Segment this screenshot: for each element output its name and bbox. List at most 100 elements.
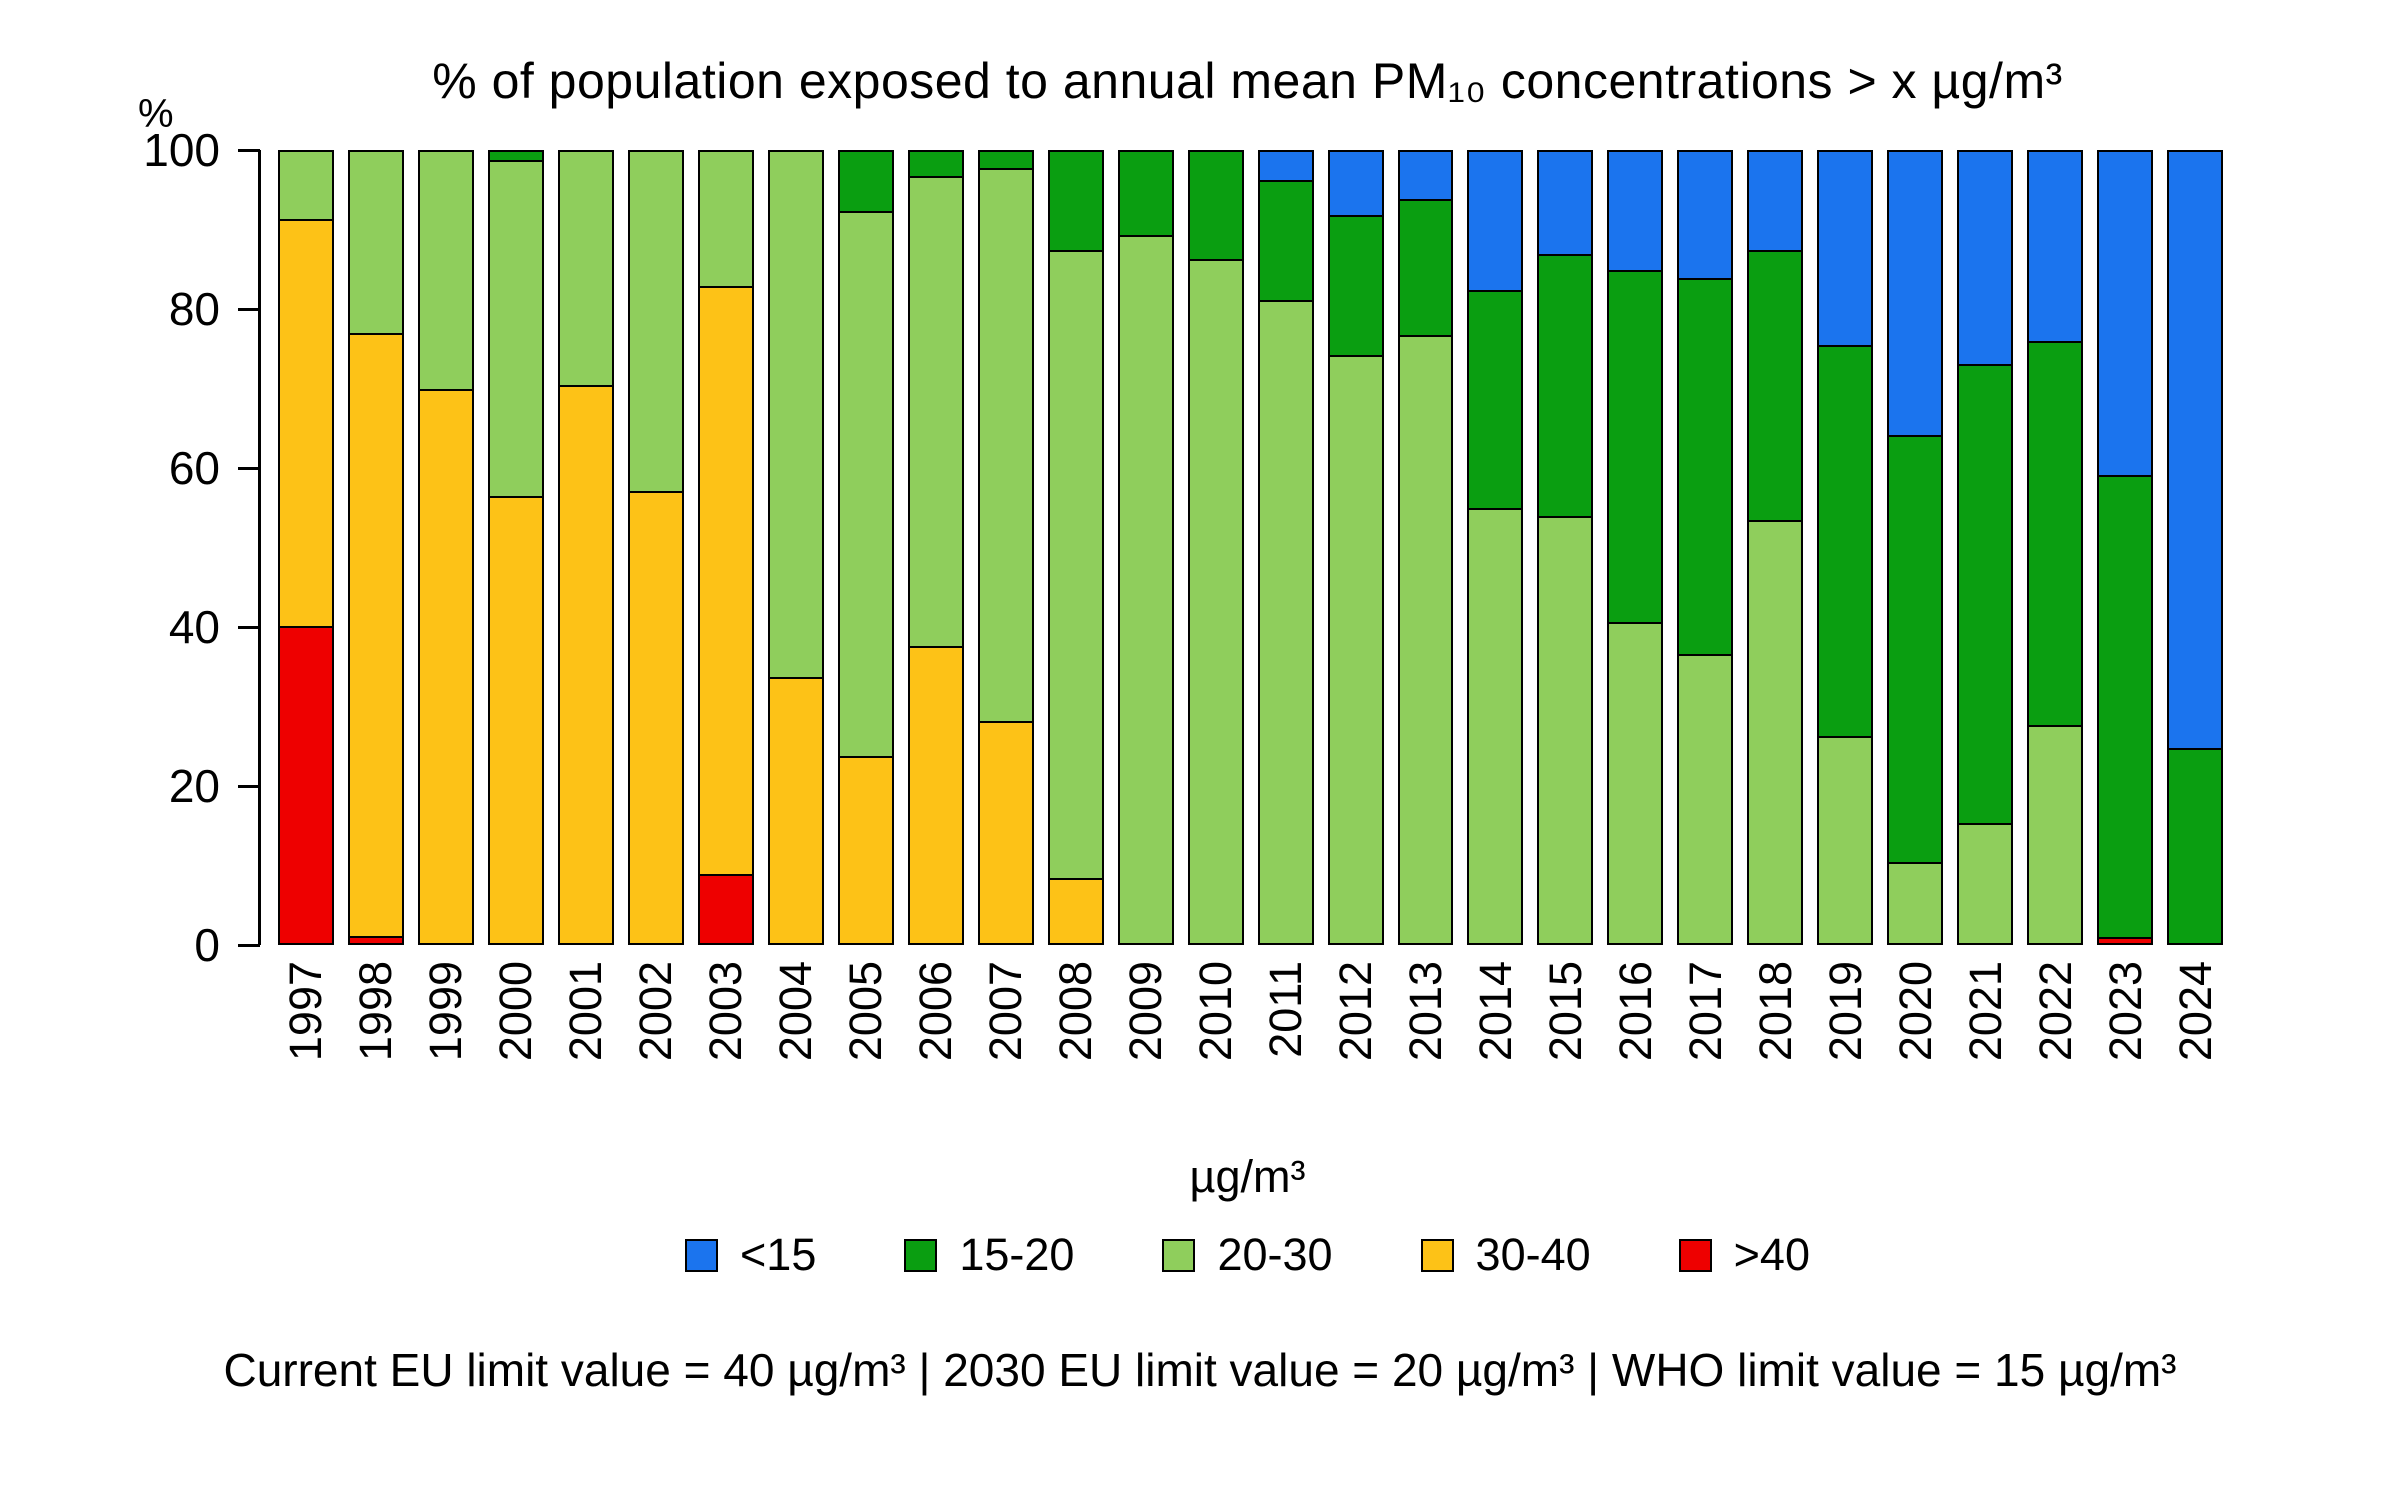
bar-slot bbox=[1537, 150, 1594, 945]
legend-item: <15 bbox=[685, 1229, 816, 1281]
bar-segment bbox=[699, 152, 752, 286]
y-axis-unit-label: % bbox=[138, 92, 174, 136]
legend-item: 30-40 bbox=[1420, 1229, 1591, 1281]
bar-segment bbox=[1679, 653, 1732, 943]
bar-segment bbox=[2099, 937, 2152, 943]
bar-segment bbox=[1469, 289, 1522, 509]
bar-segment bbox=[1049, 250, 1102, 879]
x-tick-label: 2001 bbox=[560, 961, 612, 1062]
bar-segment bbox=[559, 384, 612, 943]
stacked-bar bbox=[2167, 150, 2224, 945]
bar-segment bbox=[1329, 354, 1382, 943]
bar-segment bbox=[1259, 179, 1312, 300]
bar-segment bbox=[280, 218, 332, 627]
bar-slot bbox=[347, 150, 404, 945]
bar-slot bbox=[2167, 150, 2224, 945]
bar-slot bbox=[767, 150, 824, 945]
stacked-bar bbox=[278, 150, 334, 945]
x-label-slot: 2018 bbox=[1747, 961, 1803, 1125]
x-tick-label: 1998 bbox=[350, 961, 402, 1062]
bar-segment bbox=[909, 152, 962, 176]
x-label-slot: 2005 bbox=[838, 961, 894, 1125]
bar-slot bbox=[1047, 150, 1104, 945]
bar-slot bbox=[278, 150, 334, 945]
bar-slot bbox=[697, 150, 754, 945]
x-label-slot: 2003 bbox=[698, 961, 754, 1125]
x-tick-label: 2011 bbox=[1260, 961, 1312, 1058]
x-label-slot: 2016 bbox=[1607, 961, 1663, 1125]
stacked-bar bbox=[697, 150, 754, 945]
x-tick-label: 1997 bbox=[280, 961, 332, 1062]
bar-slot bbox=[1397, 150, 1454, 945]
x-tick-label: 2022 bbox=[2029, 961, 2081, 1062]
bar-segment bbox=[2169, 747, 2222, 943]
bar-slot bbox=[837, 150, 894, 945]
legend: <15 15-20 20-30 30-40 >40 bbox=[260, 1229, 2235, 1281]
bar-segment bbox=[489, 159, 542, 497]
stacked-bar bbox=[1047, 150, 1104, 945]
legend-swatch bbox=[1678, 1238, 1712, 1272]
bar-segment bbox=[699, 285, 752, 875]
bar-segment bbox=[699, 874, 752, 943]
bar-slot bbox=[907, 150, 964, 945]
legend-swatch bbox=[1420, 1238, 1454, 1272]
stacked-bar bbox=[837, 150, 894, 945]
x-label-slot: 2020 bbox=[1887, 961, 1943, 1125]
stacked-bar bbox=[1957, 150, 2014, 945]
x-label-slot: 2012 bbox=[1328, 961, 1384, 1125]
legend-label: 15-20 bbox=[959, 1229, 1075, 1280]
legend-item: 15-20 bbox=[904, 1229, 1074, 1281]
x-tick-label: 2024 bbox=[2169, 961, 2221, 1062]
x-label-slot: 2019 bbox=[1817, 961, 1873, 1125]
bar-segment bbox=[559, 152, 612, 385]
stacked-bar bbox=[487, 150, 544, 945]
bar-segment bbox=[1049, 152, 1102, 251]
bar-segment bbox=[1329, 152, 1382, 215]
bar-segment bbox=[349, 333, 402, 936]
bar-segment bbox=[1189, 152, 1242, 259]
stacked-bar bbox=[907, 150, 964, 945]
bars-container bbox=[266, 150, 2235, 945]
x-label-slot: 1997 bbox=[278, 961, 334, 1125]
y-tick-mark bbox=[238, 626, 260, 629]
x-label-slot: 2014 bbox=[1467, 961, 1523, 1125]
plot-area: 0 20 40 60 80 100 bbox=[143, 124, 2235, 971]
bar-segment bbox=[1889, 435, 1942, 863]
legend-swatch bbox=[685, 1238, 719, 1272]
y-tick-mark bbox=[238, 467, 260, 470]
x-label-slot: 2009 bbox=[1118, 961, 1174, 1125]
bar-segment bbox=[1679, 152, 1732, 278]
x-label-slot: 2010 bbox=[1188, 961, 1244, 1125]
bar-segment bbox=[1959, 152, 2012, 365]
x-tick-label: 2000 bbox=[490, 961, 542, 1062]
bar-segment bbox=[1609, 152, 1662, 271]
bar-segment bbox=[1609, 270, 1662, 623]
bar-segment bbox=[2099, 474, 2152, 938]
bar-segment bbox=[1399, 152, 1452, 200]
legend-swatch bbox=[1162, 1238, 1196, 1272]
bar-segment bbox=[769, 676, 822, 943]
x-tick-label: 2007 bbox=[980, 961, 1032, 1062]
x-label-slot: 2011 bbox=[1258, 961, 1314, 1125]
stacked-bar bbox=[1887, 150, 1944, 945]
legend-item: 20-30 bbox=[1162, 1229, 1333, 1281]
x-label-slot: 2015 bbox=[1537, 961, 1593, 1125]
y-axis: 0 20 40 60 80 100 bbox=[143, 124, 2235, 971]
bar-slot bbox=[977, 150, 1034, 945]
stacked-bar bbox=[557, 150, 614, 945]
bar-segment bbox=[1539, 152, 1592, 255]
footnote: Current EU limit value = 40 µg/m³ | 2030… bbox=[223, 1344, 2177, 1396]
x-tick-label: 2010 bbox=[1190, 961, 1242, 1062]
bar-segment bbox=[1749, 519, 1802, 943]
stacked-bar bbox=[417, 150, 474, 945]
bar-segment bbox=[629, 152, 682, 492]
chart-title: % of population exposed to annual mean P… bbox=[432, 53, 2063, 109]
x-label-slot: 2017 bbox=[1677, 961, 1733, 1125]
bar-segment bbox=[839, 211, 892, 757]
x-tick-label: 2003 bbox=[700, 961, 752, 1062]
x-axis-labels: 1997 1998 1999 2000 2001 2002 2003 2004 2005 2006… bbox=[278, 945, 2223, 1125]
y-tick-label: 20 bbox=[168, 760, 220, 812]
bar-segment bbox=[1819, 344, 1872, 737]
stacked-bar bbox=[1607, 150, 1664, 945]
